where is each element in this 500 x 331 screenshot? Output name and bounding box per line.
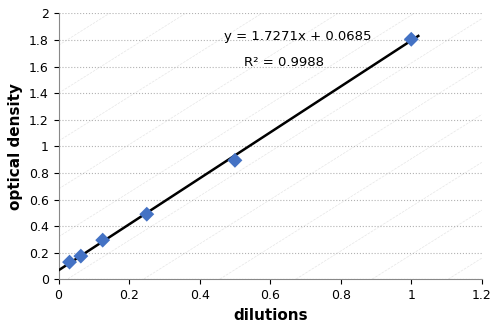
Text: y = 1.7271x + 0.0685: y = 1.7271x + 0.0685 bbox=[224, 29, 372, 43]
Point bbox=[66, 260, 74, 265]
Point bbox=[408, 37, 416, 42]
Text: R² = 0.9988: R² = 0.9988 bbox=[244, 56, 324, 69]
Point bbox=[143, 212, 151, 217]
Point bbox=[77, 254, 85, 259]
X-axis label: dilutions: dilutions bbox=[233, 308, 308, 323]
Point bbox=[98, 238, 106, 243]
Y-axis label: optical density: optical density bbox=[8, 83, 24, 210]
Point bbox=[231, 158, 239, 163]
